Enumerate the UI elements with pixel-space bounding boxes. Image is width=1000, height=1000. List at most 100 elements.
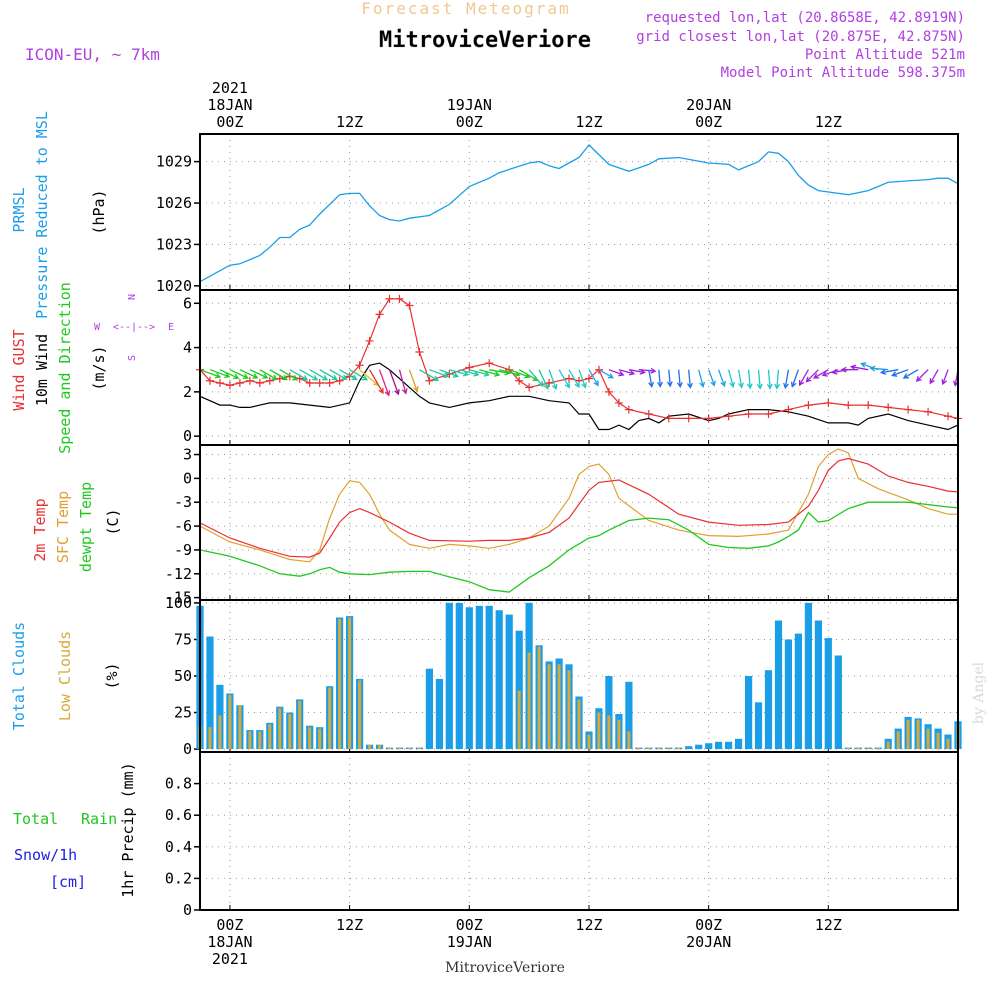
- wind-gust-marker: [724, 412, 733, 421]
- low-cloud-bar: [348, 617, 352, 749]
- wind-direction-arrow: [840, 366, 859, 373]
- pressure-ytick-label: 1029: [156, 153, 192, 171]
- wind-gust-marker: [644, 410, 653, 418]
- wind-direction-arrow: [812, 369, 829, 379]
- low-cloud-bar: [318, 728, 322, 750]
- wind-direction-arrow: [548, 369, 558, 391]
- wind-gust-marker: [205, 376, 214, 385]
- temperature-ytick-label: -3: [174, 493, 192, 511]
- pressure-ytick-label: 1026: [156, 194, 192, 212]
- wind-direction-arrow: [686, 369, 693, 389]
- bottom-hour-label: 00Z: [695, 916, 722, 934]
- wind-direction-arrow: [568, 369, 580, 389]
- wind-direction-arrow: [469, 369, 490, 377]
- low-cloud-bar: [657, 747, 661, 750]
- wind-direction-arrow: [459, 369, 480, 377]
- wind-ylabel-units: (m/s): [90, 345, 108, 390]
- low-cloud-bar: [876, 747, 880, 750]
- total-cloud-bar: [695, 744, 703, 750]
- wind-gust-marker: [425, 376, 434, 385]
- dewpt-line: [199, 501, 959, 593]
- point-altitude: Point Altitude 521m: [805, 47, 965, 63]
- wind-direction-arrow: [279, 369, 299, 381]
- total-cloud-bar: [465, 607, 473, 750]
- footer-station: MitroviceVeriore: [445, 960, 565, 976]
- wind-direction-arrow: [538, 369, 549, 390]
- wind-ylabel-speed: Speed and Direction: [56, 282, 74, 454]
- temp-ylabels: 2m Temp SFC Temp dewpt Temp (C): [31, 482, 122, 572]
- wind-direction-arrow: [528, 369, 544, 388]
- page-title: MitroviceVeriore: [379, 28, 591, 53]
- top-hour-label: 00Z: [456, 113, 483, 131]
- bottom-date-label: 18JAN: [207, 933, 252, 951]
- wind-direction-arrow: [648, 369, 655, 389]
- wind-direction-arrow: [479, 369, 501, 377]
- total-cloud-bar: [206, 636, 214, 749]
- temperature-ytick-label: 3: [183, 446, 192, 464]
- total-cloud-bar: [515, 630, 523, 750]
- requested-coords: requested lon,lat (20.8658E, 42.8919N): [645, 10, 965, 26]
- wind-ytick-label: 4: [183, 339, 192, 357]
- low-cloud-bar: [378, 744, 381, 750]
- wind-direction-arrow: [339, 369, 358, 381]
- total-cloud-bar: [445, 602, 453, 750]
- precip-ylabels: Total Rain Snow/1h [cm] 1hr Precip (mm): [13, 762, 137, 897]
- cloud-ylabel-units: (%): [103, 662, 121, 689]
- low-cloud-bar: [627, 731, 631, 749]
- wind-direction-arrow: [309, 369, 329, 381]
- low-cloud-bar: [417, 747, 421, 750]
- wind-direction-arrow: [408, 369, 419, 393]
- precip-ytick-label: 0.8: [165, 775, 192, 793]
- wind-gust-marker: [884, 403, 893, 412]
- pressure-ytick-label: 1020: [156, 277, 192, 295]
- wind-direction-arrow: [666, 369, 673, 388]
- top-hour-label: 12Z: [575, 113, 602, 131]
- wind-direction-arrow: [756, 369, 763, 390]
- top-hour-label: 12Z: [336, 113, 363, 131]
- wind-gust-marker: [305, 379, 314, 387]
- wind-direction-arrow: [319, 369, 338, 381]
- wind-direction-arrow: [429, 369, 450, 378]
- direction-legend: N W <--|--> E S: [94, 294, 174, 361]
- wind-gust-marker: [704, 414, 713, 423]
- temp-ylabel-dewpt: dewpt Temp: [77, 482, 95, 572]
- low-cloud-bar: [298, 700, 302, 749]
- wind-gust-marker: [614, 398, 623, 407]
- temp-ylabel-units: (C): [104, 508, 122, 535]
- wind-direction-arrow: [209, 369, 231, 379]
- precip-legend-rain: Rain: [81, 810, 117, 828]
- bottom-hour-label: 12Z: [815, 916, 842, 934]
- low-cloud-bar: [856, 747, 860, 750]
- wind-direction-arrow: [676, 369, 683, 389]
- wind-gust-marker: [395, 294, 404, 303]
- direction-legend-n: N: [127, 294, 138, 300]
- temp-ylabel-sfc: SFC Temp: [54, 491, 72, 563]
- wind-direction-arrow: [259, 369, 278, 380]
- total-cloud-bar: [834, 655, 842, 749]
- model-altitude: Model Point Altitude 598.375m: [721, 65, 965, 81]
- wind-gust-marker: [684, 414, 693, 423]
- low-cloud-bar: [587, 734, 591, 750]
- low-cloud-bar: [388, 747, 391, 750]
- total-cloud-bar: [735, 738, 743, 749]
- total-cloud-bar: [505, 614, 513, 750]
- wind-gust-marker: [225, 381, 234, 390]
- total-cloud-bar: [705, 743, 713, 749]
- wind-direction-arrow: [578, 369, 587, 389]
- wind-direction-arrow: [199, 369, 222, 379]
- wind-direction-arrow: [790, 369, 800, 388]
- total-cloud-bar: [625, 681, 633, 749]
- wind-ytick-label: 0: [183, 427, 192, 445]
- wind-direction-arrow: [717, 369, 726, 388]
- sfc-temp-line: [199, 448, 958, 563]
- wind-panel: 0 2 4 6: [183, 289, 962, 446]
- credit-watermark: by Angel: [971, 661, 987, 724]
- clouds-ytick-label: 25: [174, 704, 192, 722]
- pressure-panel: 1020 1023 1026 1029: [156, 133, 959, 295]
- wind-gust-marker: [664, 414, 673, 423]
- low-cloud-bar: [537, 646, 541, 750]
- wind-gust-marker: [904, 405, 913, 414]
- wind-direction-arrow: [329, 369, 348, 380]
- temperature-ytick-label: -15: [165, 589, 192, 607]
- wind-direction-arrow: [378, 369, 391, 397]
